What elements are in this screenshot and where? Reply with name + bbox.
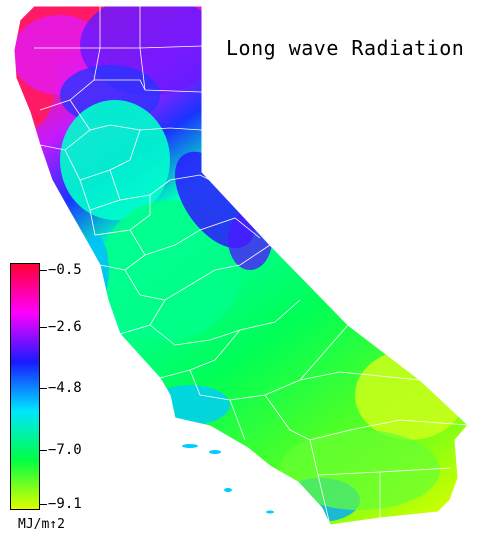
colorbar-label-max: −0.5 — [48, 262, 82, 278]
channel-islands — [182, 444, 274, 514]
colorbar-label-2: −2.6 — [48, 319, 82, 335]
map-title: Long wave Radiation — [226, 36, 465, 60]
colorbar-tick — [40, 388, 47, 389]
colorbar — [10, 263, 40, 510]
colorbar-label-3: −4.8 — [48, 380, 82, 396]
colorbar-units: MJ/m↑2 — [18, 517, 65, 532]
colorbar-tick — [40, 327, 47, 328]
colorbar-tick — [40, 450, 47, 451]
colorbar-tick — [40, 270, 47, 271]
county-boundaries — [34, 6, 468, 525]
colorbar-label-4: −7.0 — [48, 442, 82, 458]
colorbar-tick — [40, 504, 47, 505]
colorbar-label-min: −9.1 — [48, 496, 82, 512]
